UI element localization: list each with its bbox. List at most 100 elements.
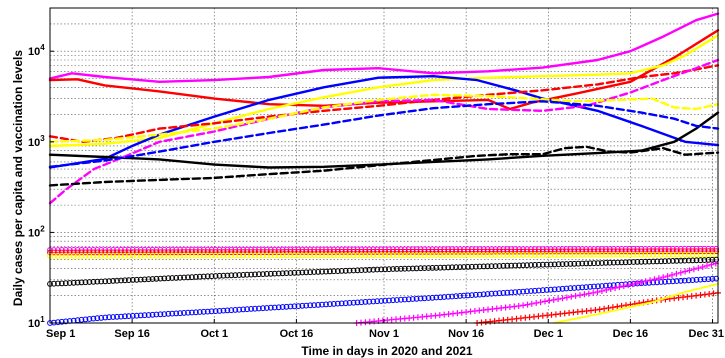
series-point <box>488 252 495 258</box>
series-point <box>319 252 325 259</box>
series-point <box>681 251 688 258</box>
series-point <box>472 248 479 255</box>
series-point <box>413 265 420 272</box>
series-point <box>598 288 605 294</box>
series-point <box>354 267 361 274</box>
series-point <box>533 300 540 306</box>
series-point <box>236 249 243 256</box>
series-point <box>315 269 322 275</box>
series-point <box>701 251 708 258</box>
series-point <box>378 252 385 259</box>
series-point <box>82 253 89 259</box>
series-point <box>177 252 184 259</box>
series-point <box>177 274 184 281</box>
series-point <box>713 275 720 282</box>
series-point <box>606 248 613 255</box>
series-point <box>488 248 495 255</box>
series-point <box>591 260 597 267</box>
series-point <box>677 269 684 276</box>
series-point <box>82 249 89 256</box>
series-point <box>291 252 298 259</box>
series-point <box>579 260 586 267</box>
series-point <box>465 246 471 253</box>
series-point <box>429 265 436 271</box>
series-point <box>338 252 345 259</box>
series-markers-11 <box>47 248 720 256</box>
series-point <box>173 252 180 259</box>
series-point <box>472 246 479 253</box>
series-point <box>476 252 483 258</box>
series-point <box>90 315 97 322</box>
series-point <box>228 307 235 314</box>
series-layer <box>47 12 721 326</box>
series-point <box>157 249 164 256</box>
series-point <box>382 246 389 253</box>
series-point <box>567 248 574 255</box>
series-point <box>457 264 463 271</box>
series-point <box>405 252 412 259</box>
series-point <box>575 246 582 252</box>
series-point <box>453 264 460 271</box>
series-point <box>90 249 97 256</box>
series-point <box>311 269 318 275</box>
series-point <box>283 249 290 255</box>
series-point <box>686 267 693 274</box>
series-point <box>618 302 625 309</box>
series-point <box>630 248 637 255</box>
series-point <box>149 311 156 318</box>
series-point <box>647 277 654 284</box>
series-point <box>390 297 396 304</box>
series-point <box>398 296 404 303</box>
series-point <box>421 265 428 272</box>
series-point <box>295 249 302 255</box>
series-point <box>228 252 235 259</box>
series-point <box>66 253 73 259</box>
series-point <box>110 278 116 284</box>
series-point <box>366 252 373 259</box>
series-point <box>267 252 274 259</box>
series-point <box>271 246 278 253</box>
series-point <box>599 248 605 255</box>
series-point <box>417 248 424 255</box>
series-point <box>571 251 578 258</box>
series-point <box>378 266 385 273</box>
series-point <box>86 252 93 259</box>
series-point <box>366 266 373 273</box>
series-point <box>413 246 420 253</box>
series-point <box>701 276 708 283</box>
series-point <box>417 252 424 259</box>
series-point <box>599 260 605 266</box>
series-point <box>141 249 148 256</box>
series-point <box>362 252 369 259</box>
series-point <box>535 248 542 255</box>
series-point <box>421 248 428 255</box>
series-point <box>216 272 223 279</box>
series-point <box>441 294 448 300</box>
series-point <box>670 251 676 258</box>
series-point <box>334 300 341 307</box>
series-point <box>370 252 377 259</box>
series-point <box>583 251 590 258</box>
series-point <box>603 251 609 258</box>
series-point <box>342 267 349 274</box>
series-point <box>612 285 619 291</box>
series-point <box>303 246 310 253</box>
series-point <box>200 308 207 315</box>
series-point <box>610 246 617 252</box>
series-point <box>555 252 562 258</box>
series-point <box>193 249 199 256</box>
series-point <box>141 276 148 283</box>
series-point <box>366 246 373 253</box>
series-point <box>386 249 392 255</box>
series-point <box>579 248 586 255</box>
series-point <box>587 248 593 255</box>
series-point <box>520 246 526 253</box>
series-point <box>299 269 306 276</box>
series-point <box>70 249 77 256</box>
series-point <box>492 263 499 270</box>
series-point <box>125 246 132 253</box>
series-point <box>350 252 357 259</box>
series-point <box>651 276 658 283</box>
series-point <box>236 246 243 253</box>
series-point <box>591 251 597 258</box>
